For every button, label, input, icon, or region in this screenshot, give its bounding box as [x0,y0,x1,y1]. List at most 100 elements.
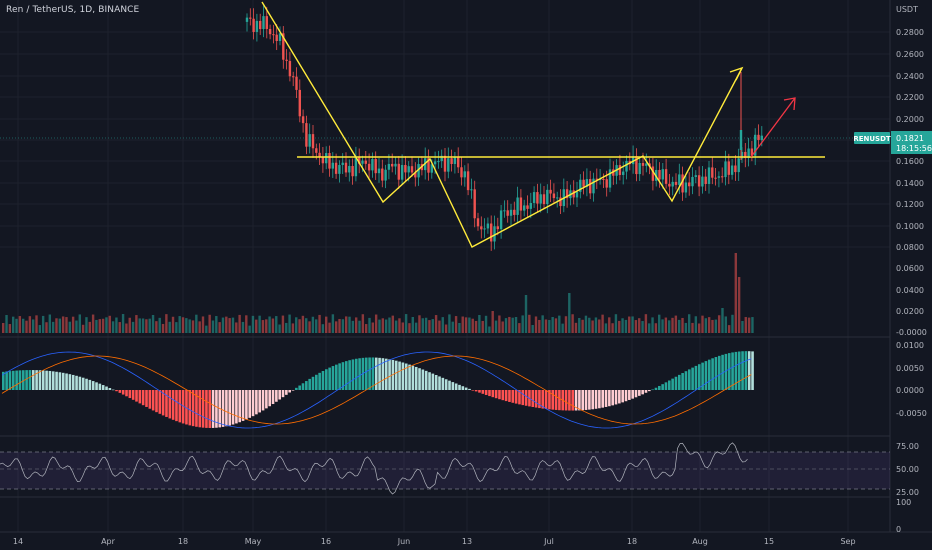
macd-bar [424,370,428,390]
volume-bar [421,318,424,333]
candle-body [757,134,760,140]
volume-bar [5,315,8,333]
candle-body [575,191,579,198]
candle-body [427,158,430,173]
time-tick-label: Jun [397,537,411,546]
macd-bar [598,390,601,409]
rsi-tick-label: 25.00 [896,488,919,497]
volume-bar [524,295,528,333]
volume-bar [298,319,301,333]
volume-bar [101,318,105,333]
volume-bar [295,317,298,333]
projection-arrow[interactable] [750,97,796,158]
macd-bar [241,390,245,421]
volume-bar [211,320,215,333]
candle-body [344,162,348,173]
price-tick-label: 0.0800 [896,243,924,252]
macd-bar [221,390,225,427]
time-axis[interactable]: 14 Apr 18 May 16 Jun 13 Jul 18 Aug 15 Sep [13,537,856,546]
macd-bar [225,390,228,427]
volume-bar [424,317,428,333]
macd-bar [518,390,521,405]
time-tick-label: 13 [462,537,472,546]
candle-body [618,165,622,175]
macd-bar [235,390,238,424]
candle-body [523,205,526,211]
candle-body [552,193,556,199]
macd-bar [724,353,728,390]
candle-body [622,171,625,175]
price-tick-label: 0.1600 [896,157,924,166]
candle-body [641,162,645,166]
macd-bar [298,385,301,390]
volume-bar [714,319,718,333]
volume-bar [591,320,594,333]
macd-bar [348,360,351,390]
macd-bar [408,364,411,390]
volume-bar [644,314,648,333]
price-badge: RENUSDT 0.1821 18:15:56 [853,131,932,154]
price-tick-label: 0.2400 [896,72,924,81]
pattern-zigzag[interactable] [261,1,743,248]
volume-bar [81,324,85,333]
macd-bar [711,358,714,390]
volume-bar [88,321,91,333]
candle-body [407,166,410,173]
volume-bar [554,318,558,333]
macd-tick-label: 0.0000 [896,386,924,395]
volume-bar [618,320,621,333]
candle-body [358,157,361,164]
macd-bar [654,387,658,390]
volume-bar [578,317,581,333]
candle-body [592,178,595,194]
candle-body [585,179,589,187]
price-tick-label: 0.2600 [896,50,924,59]
volume-bar [35,315,38,333]
macd-bar [511,390,515,403]
macd-bar [161,390,165,416]
candle-body [268,28,272,35]
candle-body [410,166,414,173]
volume-bar [91,314,95,333]
candle-body [367,163,371,171]
macd-bar [431,373,435,390]
macd-bar [621,390,624,403]
candle-body [714,177,717,179]
volume-bar [255,319,258,333]
macd-bar [315,374,318,390]
macd-bar [668,380,671,390]
macd-bar [448,380,451,390]
candle-body [688,182,691,187]
macd-bar [148,390,152,409]
macd-bar [251,390,255,417]
macd-bar [368,357,371,390]
candle-body [457,157,460,168]
candle-body [740,151,744,159]
candle-body [717,176,721,178]
volume-bar [341,319,345,333]
volume-bar [451,321,454,333]
macd-bar [131,390,135,400]
candle-body [724,161,727,178]
volume-bar [18,316,22,333]
candle-body [661,169,664,180]
volume-bar [418,315,421,333]
macd-bar [538,390,541,409]
volume-bar [201,316,205,333]
candle-body [516,197,519,215]
candle-body [635,156,638,175]
volume-bar [368,317,371,333]
macd-bar [697,364,701,390]
volume-tick-label: 0.0400 [896,286,924,295]
volume-bar [428,320,431,333]
volume-bar [528,314,531,333]
volume-bar [411,316,414,333]
volume-bar [734,253,737,333]
volume-bar [737,277,741,333]
macd-bar [644,390,648,393]
volume-bar [328,322,331,333]
volume-bar [325,316,328,333]
volume-bar [31,319,35,333]
macd-bar [641,390,644,395]
